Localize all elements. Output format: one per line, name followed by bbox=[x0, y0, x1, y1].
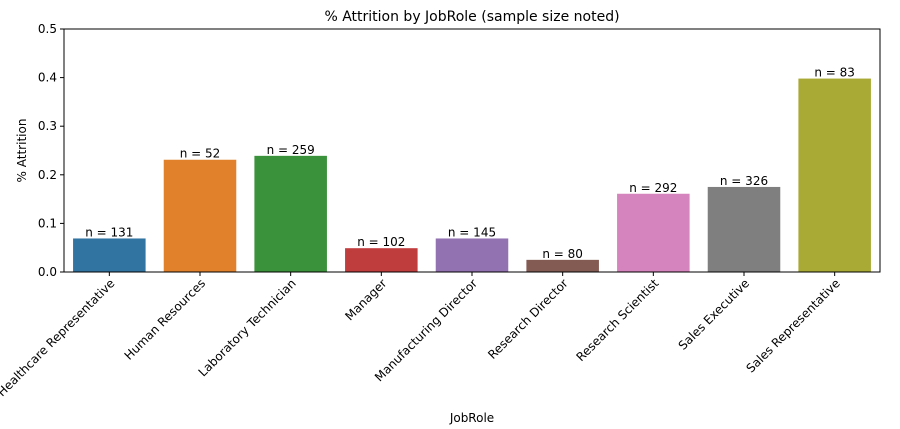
x-axis-label: JobRole bbox=[449, 411, 494, 425]
plot-frame bbox=[63, 28, 881, 273]
bar-label-4: n = 145 bbox=[448, 225, 496, 239]
bar-6 bbox=[617, 193, 690, 272]
bar-labels-group: n = 131 n = 52 n = 259 n = 102 n = 145 n = 80… bbox=[85, 66, 855, 261]
bar-8 bbox=[798, 78, 871, 273]
bar-7 bbox=[707, 186, 781, 272]
y-axis: 0.0 0.1 0.2 0.3 0.4 0.5 bbox=[38, 22, 64, 279]
x-tick-label-4: Manufacturing Director bbox=[372, 276, 480, 384]
bar-1 bbox=[163, 159, 237, 272]
y-tick-label-3: 0.3 bbox=[38, 119, 57, 133]
x-tick-label-1: Human Resources bbox=[122, 276, 209, 363]
bar-label-6: n = 292 bbox=[629, 181, 677, 195]
y-axis-label: % Attrition bbox=[15, 119, 29, 183]
y-tick-label-2: 0.2 bbox=[38, 168, 57, 182]
bars-group bbox=[73, 78, 871, 273]
bar-label-2: n = 259 bbox=[267, 143, 315, 157]
x-tick-label-2: Laboratory Technician bbox=[196, 276, 299, 379]
bar-label-1: n = 52 bbox=[180, 147, 221, 161]
bar-label-8: n = 83 bbox=[814, 66, 855, 80]
x-tick-label-8: Sales Representative bbox=[743, 276, 842, 375]
chart-title: % Attrition by JobRole (sample size note… bbox=[324, 9, 619, 25]
bar-5 bbox=[526, 259, 599, 272]
y-tick-label-0: 0.0 bbox=[38, 265, 57, 279]
x-tick-label-7: Sales Executive bbox=[676, 276, 753, 353]
bar-label-7: n = 326 bbox=[720, 174, 768, 188]
x-tick-label-3: Manager bbox=[342, 276, 389, 323]
bar-4 bbox=[435, 238, 509, 272]
bar-label-5: n = 80 bbox=[542, 247, 583, 261]
bar-label-3: n = 102 bbox=[357, 235, 405, 249]
y-tick-label-5: 0.5 bbox=[38, 22, 57, 36]
bar-0 bbox=[73, 238, 146, 272]
y-tick-label-1: 0.1 bbox=[38, 216, 57, 230]
x-tick-label-0: Healthcare Representative bbox=[0, 276, 117, 399]
x-tick-label-5: Research Director bbox=[485, 276, 571, 362]
bar-label-0: n = 131 bbox=[85, 225, 133, 239]
bar-2 bbox=[254, 155, 327, 272]
y-tick-label-4: 0.4 bbox=[38, 71, 57, 85]
x-axis: Healthcare Representative Human Resources… bbox=[0, 272, 843, 399]
bar-3 bbox=[345, 248, 418, 272]
x-tick-label-6: Research Scientist bbox=[573, 276, 661, 364]
